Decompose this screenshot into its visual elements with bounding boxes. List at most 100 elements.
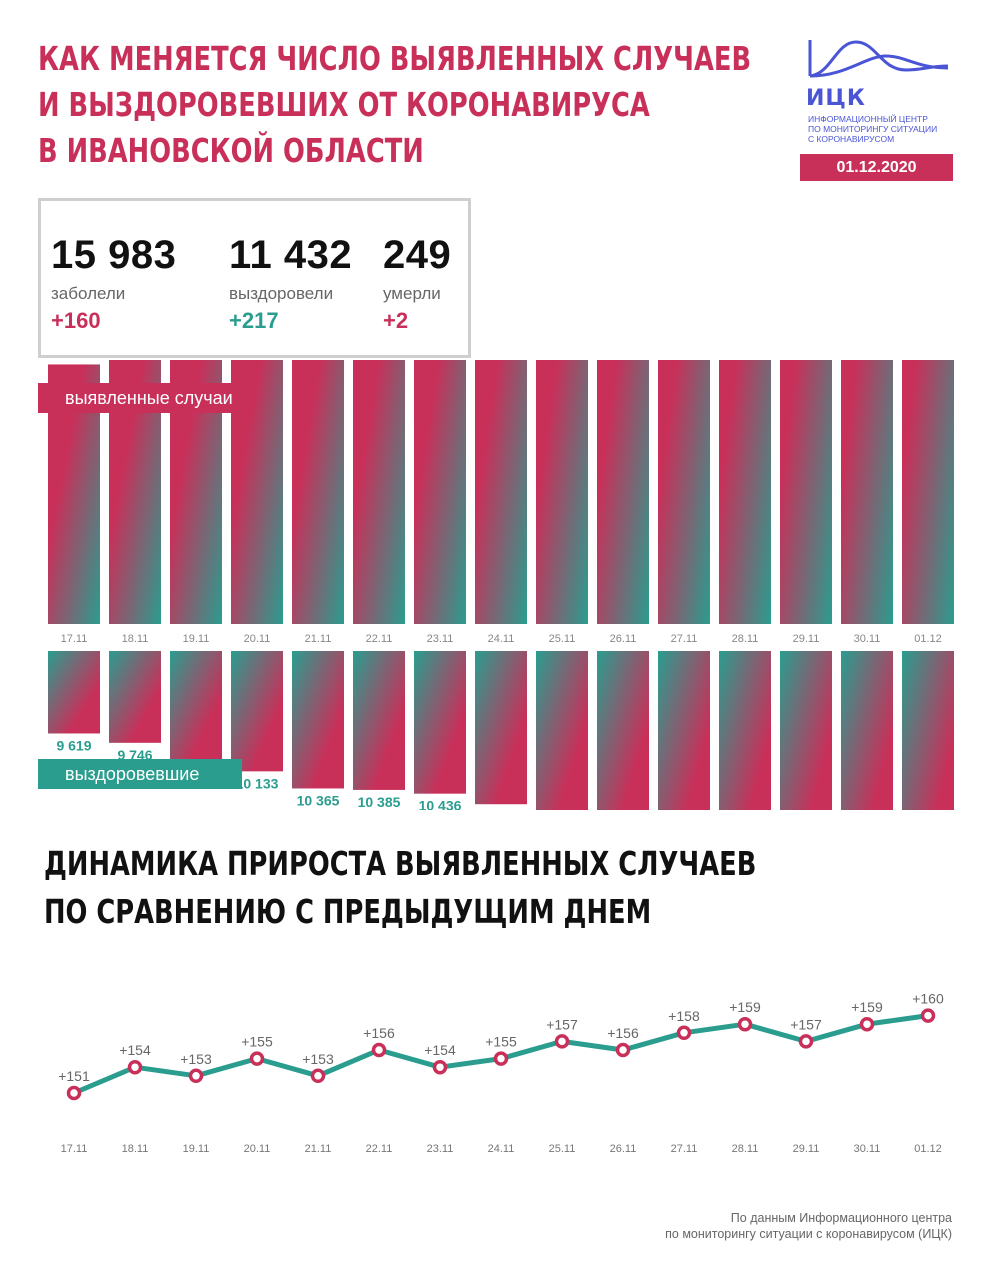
logo-subtitle-line-3: с коронавирусом (808, 134, 895, 144)
category-label: 26.11 (610, 633, 637, 645)
growth-point-label: +157 (790, 1016, 822, 1032)
recovered-bar-label: 9 619 (56, 737, 91, 753)
recovered-bar-label: 10 436 (419, 798, 462, 810)
stat-cases-delta: +160 (51, 308, 101, 333)
recovered-bar-label: 10 365 (297, 792, 340, 808)
stat-deaths-value: 249 (383, 233, 452, 277)
category-label: 20.11 (244, 633, 271, 645)
date-badge: 01.12.2020 (800, 154, 953, 181)
category-label: 28.11 (732, 633, 759, 645)
category-label: 23.11 (427, 1143, 454, 1155)
recovered-bar (231, 651, 283, 772)
category-label: 21.11 (305, 633, 332, 645)
growth-point-label: +159 (851, 999, 883, 1015)
stat-cases-value: 15 983 (51, 233, 177, 277)
category-label: 19.11 (183, 1143, 210, 1155)
stat-deaths: 249 умерли +2 (383, 233, 451, 334)
category-label: 28.11 (732, 1143, 759, 1155)
cases-bar (780, 360, 832, 625)
recovered-bar (109, 651, 161, 743)
growth-point (249, 1051, 265, 1066)
recovered-bar (292, 651, 344, 789)
growth-point (859, 1016, 875, 1032)
growth-point-label: +153 (180, 1051, 212, 1067)
growth-point-label: +151 (58, 1068, 90, 1084)
stat-recovered-delta: +217 (229, 308, 279, 333)
recovered-bar (170, 651, 222, 760)
category-label: 29.11 (793, 1143, 820, 1155)
source-line-1: По данным Информационного центра (730, 1211, 952, 1225)
cases-recovered-bar-chart: 13 79717.119 61913 95118.119 74614 10419… (48, 360, 954, 810)
growth-point (615, 1042, 631, 1058)
growth-point (554, 1034, 570, 1049)
growth-point-label: +160 (912, 991, 944, 1007)
growth-point (798, 1034, 814, 1049)
cases-bar (475, 360, 527, 624)
category-label: 25.11 (549, 1143, 576, 1155)
legend-recovered: выздоровевшие (38, 759, 242, 789)
growth-point (66, 1085, 82, 1101)
category-label: 25.11 (549, 633, 576, 645)
category-label: 17.11 (61, 633, 88, 645)
category-label: 21.11 (305, 1143, 332, 1155)
source-note: По данным Информационного центра по мони… (560, 1210, 952, 1242)
recovered-bar (841, 651, 893, 810)
section-title-line-1: Динамика прироста выявленных случаев (44, 844, 757, 883)
recovered-bar (414, 651, 466, 794)
cases-bar (353, 360, 405, 624)
growth-point (920, 1008, 936, 1023)
category-label: 19.11 (183, 633, 210, 645)
category-label: 17.11 (61, 1143, 88, 1155)
summary-stats-box: 15 983 заболели +160 11 432 выздоровели … (38, 198, 471, 358)
recovered-bar (902, 651, 954, 810)
stat-cases-label: заболели (51, 284, 126, 303)
stat-deaths-label: умерли (383, 284, 441, 303)
category-label: 30.11 (854, 633, 881, 645)
category-label: 01.12 (914, 1143, 942, 1155)
category-label: 26.11 (610, 1143, 637, 1155)
growth-point-label: +155 (241, 1034, 273, 1050)
recovered-bar-label: 10 385 (358, 794, 401, 810)
category-label: 29.11 (793, 633, 820, 645)
cases-bar (719, 360, 771, 624)
cases-bar (841, 360, 893, 624)
title-line-3: в Ивановской области (38, 131, 424, 170)
logo-subtitle-line-1: Информационный центр (808, 114, 928, 124)
category-label: 30.11 (854, 1143, 881, 1155)
recovered-bar (719, 651, 771, 810)
growth-point (676, 1025, 692, 1041)
category-label: 22.11 (366, 1143, 393, 1155)
daily-growth-line-chart: +151 17.11 +154 18.11 +153 19.11 +155 20.11 +153… (58, 991, 944, 1155)
cases-bar (658, 360, 710, 624)
category-label: 27.11 (671, 633, 698, 645)
growth-point (432, 1059, 448, 1075)
category-label: 23.11 (427, 633, 454, 645)
section-title-line-2: по сравнению с предыдущим днем (44, 892, 652, 931)
category-label: 24.11 (488, 1143, 515, 1155)
recovered-bar (597, 651, 649, 810)
title-line-1: Как меняется число выявленных случаев (38, 39, 752, 78)
category-label: 01.12 (914, 633, 942, 645)
category-label: 20.11 (244, 1143, 271, 1155)
growth-point-label: +154 (424, 1042, 456, 1058)
recovered-bar (475, 651, 527, 805)
recovered-bar (48, 651, 100, 734)
recovered-bar (536, 651, 588, 810)
growth-point (737, 1016, 753, 1032)
cases-bar (414, 360, 466, 624)
growth-point (493, 1051, 509, 1066)
stat-recovered-value: 11 432 (229, 233, 353, 277)
cases-bar (536, 360, 588, 624)
logo-subtitle-line-2: по мониторингу ситуации (808, 124, 938, 134)
stat-cases: 15 983 заболели +160 (51, 233, 176, 334)
growth-point-label: +157 (546, 1016, 578, 1032)
logo: ИЦК Информационный центр по мониторингу … (800, 36, 960, 181)
logo-subtitle: Информационный центр по мониторингу ситу… (808, 114, 968, 144)
recovered-bar (780, 651, 832, 810)
recovered-bar-label: 9 746 (117, 747, 152, 763)
growth-point (127, 1059, 143, 1075)
growth-point-label: +158 (668, 1008, 700, 1024)
cases-bar (902, 360, 954, 624)
recovered-bar-label: 10 133 (236, 775, 279, 791)
growth-point-label: +155 (485, 1034, 517, 1050)
